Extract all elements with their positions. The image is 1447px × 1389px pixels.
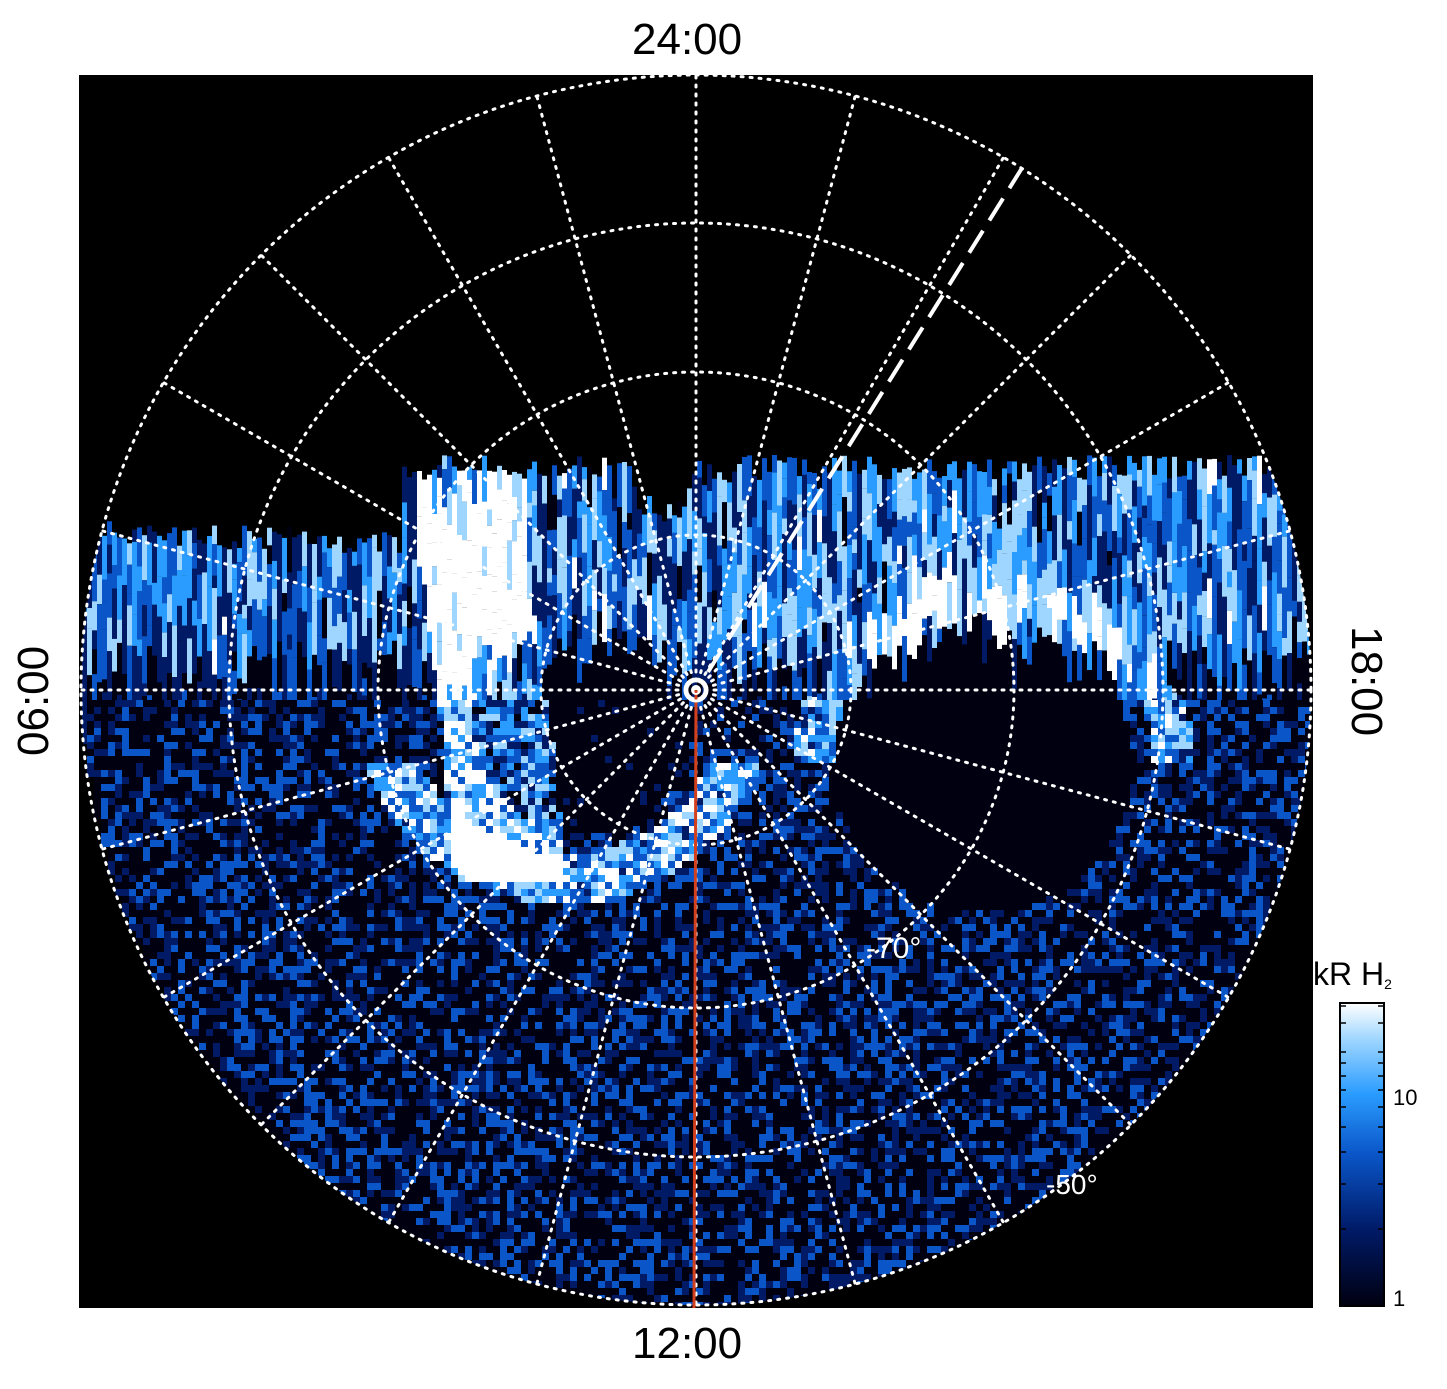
colorbar-tick-10: 10 [1393,1085,1417,1111]
colorbar-title-text: kR H [1313,956,1384,992]
local-time-label-bottom: 12:00 [632,1322,742,1366]
lat-label-50: -50° [1046,1169,1098,1200]
lat-label-70: -70° [866,932,921,965]
local-time-label-left: 06:00 [12,646,56,756]
colorbar-title-subscript: 2 [1384,976,1392,992]
colorbar [1340,1003,1384,1306]
colorbar-title: kR H2 [1313,956,1392,993]
local-time-label-right: 18:00 [1344,626,1388,736]
local-time-label-top: 24:00 [632,18,742,62]
noon-meridian-line [694,690,696,1308]
colorbar-tick-1: 1 [1393,1286,1405,1312]
